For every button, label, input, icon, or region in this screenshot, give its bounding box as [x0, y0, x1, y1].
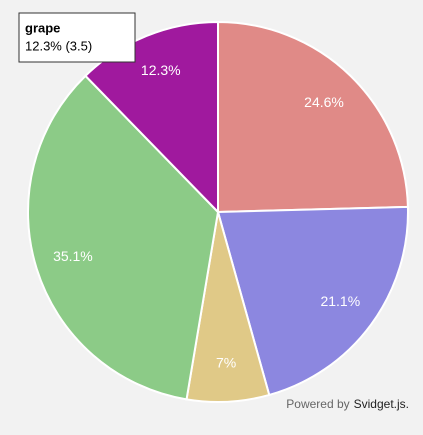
slice-label: 7% — [216, 354, 236, 370]
slice-label: 12.3% — [141, 62, 181, 78]
tooltip-box — [18, 12, 136, 63]
tooltip-title: grape — [25, 20, 60, 35]
slice-label: 35.1% — [53, 248, 93, 264]
slice — [84, 20, 219, 215]
slice — [217, 20, 409, 214]
credit-link[interactable]: Svidget.js. — [354, 397, 409, 411]
slice — [27, 74, 220, 401]
tooltip: grape 12.3% (3.5) — [18, 12, 136, 63]
tooltip-text: 12.3% (3.5) — [25, 38, 92, 53]
slice-label: 21.1% — [320, 293, 360, 309]
credit-prefix: Powered by — [286, 397, 349, 411]
slice — [216, 205, 409, 397]
pie — [27, 20, 409, 403]
credit: Powered by Svidget.js. — [286, 397, 409, 411]
slice-label: 24.6% — [304, 94, 344, 110]
